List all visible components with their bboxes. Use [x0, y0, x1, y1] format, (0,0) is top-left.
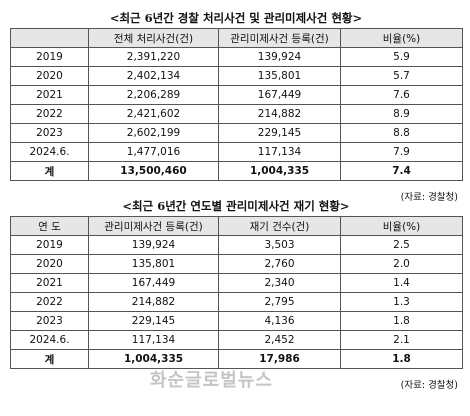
table-cell: 117,134 — [218, 142, 341, 162]
table-cell: 2023 — [10, 311, 89, 331]
table-title: <최근 6년간 경찰 처리사건 및 관리미제사건 현황> — [109, 11, 363, 25]
table-cell: 2021 — [10, 273, 89, 293]
table-cell: 2.5 — [340, 235, 463, 255]
table-body: 전체 처리사건(건) 관리미제사건 등록(건) 비율(%) 2019 2,391,220… — [10, 28, 463, 181]
table-cell: 2020 — [10, 66, 89, 86]
table-cell: 5.7 — [340, 66, 463, 86]
table-cell: 2024.6. — [10, 142, 89, 162]
table-cell: 1.4 — [340, 273, 463, 293]
table-cell: 229,145 — [218, 123, 341, 143]
table-title: <최근 6년간 연도별 관리미제사건 재기 현황> — [122, 199, 350, 213]
table-cell: 계 — [10, 161, 89, 181]
table-cell: 2,452 — [218, 330, 341, 350]
table-cell: 8.9 — [340, 104, 463, 124]
table-cell: 1.8 — [340, 311, 463, 331]
table-cell: 167,449 — [218, 85, 341, 105]
table-cell: 2022 — [10, 104, 89, 124]
table-row: 계 1,004,335 17,986 1.8 — [10, 349, 463, 369]
source-note: (자료: 경찰청) — [400, 380, 458, 391]
table-cell: 2,340 — [218, 273, 341, 293]
table-cell: 2023 — [10, 123, 89, 143]
table-row: 2023 2,602,199 229,145 8.8 — [10, 123, 463, 143]
table-cell: 2022 — [10, 292, 89, 312]
header-cell — [10, 28, 89, 48]
section: <최근 6년간 경찰 처리사건 및 관리미제사건 현황> 전체 처리사건(건) 관리… — [10, 8, 463, 203]
table-cell: 2,602,199 — [88, 123, 219, 143]
table-cell: 214,882 — [88, 292, 219, 312]
section: <최근 6년간 연도별 관리미제사건 재기 현황> 연 도 관리미제사건 등록(건)… — [10, 196, 463, 391]
header-cell: 전체 처리사건(건) — [88, 28, 219, 48]
source-note: (자료: 경찰청) — [400, 192, 458, 203]
table-cell: 229,145 — [88, 311, 219, 331]
table-cell: 167,449 — [88, 273, 219, 293]
header-cell: 관리미제사건 등록(건) — [218, 28, 341, 48]
table-cell: 117,134 — [88, 330, 219, 350]
table-row: 2021 167,449 2,340 1.4 — [10, 273, 463, 293]
table-cell: 13,500,460 — [88, 161, 219, 181]
table-cell: 8.8 — [340, 123, 463, 143]
table-cell: 7.4 — [340, 161, 463, 181]
header-cell: 연 도 — [10, 216, 89, 236]
table-cell: 2.0 — [340, 254, 463, 274]
table-row: 2020 135,801 2,760 2.0 — [10, 254, 463, 274]
table-cell: 2024.6. — [10, 330, 89, 350]
table-cell: 139,924 — [88, 235, 219, 255]
table-cell: 2,402,134 — [88, 66, 219, 86]
table-cell: 2,421,602 — [88, 104, 219, 124]
table-row: 계 13,500,460 1,004,335 7.4 — [10, 161, 463, 181]
table-cell: 1,004,335 — [218, 161, 341, 181]
table-row: 2019 139,924 3,503 2.5 — [10, 235, 463, 255]
header-cell: 비율(%) — [340, 28, 463, 48]
data-table: 연 도 관리미제사건 등록(건) 재기 건수(건) 비율(%) 2019 139,924 3… — [10, 216, 463, 369]
table-cell: 4,136 — [218, 311, 341, 331]
table-cell: 214,882 — [218, 104, 341, 124]
table-row: 2021 2,206,289 167,449 7.6 — [10, 85, 463, 105]
table-cell: 2,760 — [218, 254, 341, 274]
table-cell: 7.9 — [340, 142, 463, 162]
table-cell: 2019 — [10, 47, 89, 67]
table-cell: 1,477,016 — [88, 142, 219, 162]
table-cell: 3,503 — [218, 235, 341, 255]
table-cell: 5.9 — [340, 47, 463, 67]
table-cell: 계 — [10, 349, 89, 369]
table-row: 2022 214,882 2,795 1.3 — [10, 292, 463, 312]
table-cell: 2020 — [10, 254, 89, 274]
table-row: 2024.6. 1,477,016 117,134 7.9 — [10, 142, 463, 162]
table-cell: 2019 — [10, 235, 89, 255]
watermark: 화순글로벌뉴스 — [150, 370, 273, 391]
table-cell: 1.3 — [340, 292, 463, 312]
table-cell: 2,795 — [218, 292, 341, 312]
header-cell: 재기 건수(건) — [218, 216, 341, 236]
table-cell: 17,986 — [218, 349, 341, 369]
table-row: 2022 2,421,602 214,882 8.9 — [10, 104, 463, 124]
table-cell: 1.8 — [340, 349, 463, 369]
table-cell: 135,801 — [218, 66, 341, 86]
table-cell: 2,206,289 — [88, 85, 219, 105]
header-row: 연 도 관리미제사건 등록(건) 재기 건수(건) 비율(%) — [10, 216, 463, 236]
header-row: 전체 처리사건(건) 관리미제사건 등록(건) 비율(%) — [10, 28, 463, 48]
table-cell: 2.1 — [340, 330, 463, 350]
table-cell: 2021 — [10, 85, 89, 105]
table-body: 연 도 관리미제사건 등록(건) 재기 건수(건) 비율(%) 2019 139,924 3… — [10, 216, 463, 369]
header-cell: 비율(%) — [340, 216, 463, 236]
table-cell: 7.6 — [340, 85, 463, 105]
header-cell: 관리미제사건 등록(건) — [88, 216, 219, 236]
table-row: 2019 2,391,220 139,924 5.9 — [10, 47, 463, 67]
table-cell: 2,391,220 — [88, 47, 219, 67]
table-cell: 135,801 — [88, 254, 219, 274]
table-row: 2023 229,145 4,136 1.8 — [10, 311, 463, 331]
table-row: 2024.6. 117,134 2,452 2.1 — [10, 330, 463, 350]
table-cell: 139,924 — [218, 47, 341, 67]
data-table: 전체 처리사건(건) 관리미제사건 등록(건) 비율(%) 2019 2,391,220… — [10, 28, 463, 181]
table-row: 2020 2,402,134 135,801 5.7 — [10, 66, 463, 86]
table-cell: 1,004,335 — [88, 349, 219, 369]
